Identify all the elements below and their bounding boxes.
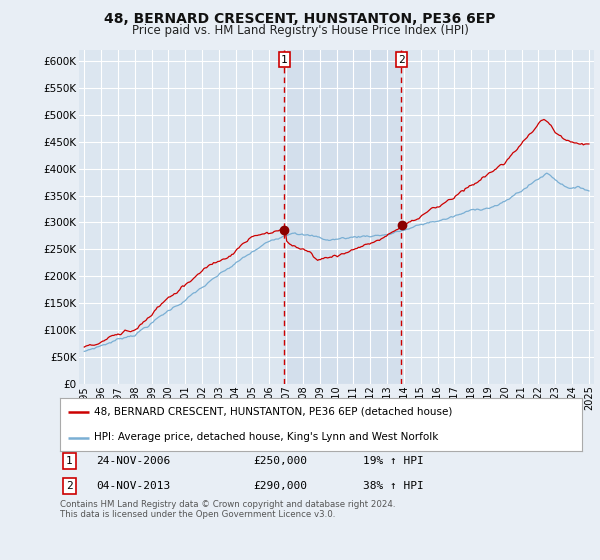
Text: 19% ↑ HPI: 19% ↑ HPI [363, 456, 424, 466]
Text: 38% ↑ HPI: 38% ↑ HPI [363, 480, 424, 491]
Text: 24-NOV-2006: 24-NOV-2006 [97, 456, 171, 466]
Text: 1: 1 [281, 55, 288, 65]
Text: 1: 1 [66, 456, 73, 466]
Text: Contains HM Land Registry data © Crown copyright and database right 2024.
This d: Contains HM Land Registry data © Crown c… [60, 500, 395, 519]
Text: £290,000: £290,000 [253, 480, 307, 491]
Text: HPI: Average price, detached house, King's Lynn and West Norfolk: HPI: Average price, detached house, King… [94, 432, 439, 442]
Bar [284, 50, 401, 384]
Text: 04-NOV-2013: 04-NOV-2013 [97, 480, 171, 491]
Text: Price paid vs. HM Land Registry's House Price Index (HPI): Price paid vs. HM Land Registry's House … [131, 24, 469, 37]
Text: 2: 2 [398, 55, 405, 65]
Text: 48, BERNARD CRESCENT, HUNSTANTON, PE36 6EP: 48, BERNARD CRESCENT, HUNSTANTON, PE36 6… [104, 12, 496, 26]
Text: 48, BERNARD CRESCENT, HUNSTANTON, PE36 6EP (detached house): 48, BERNARD CRESCENT, HUNSTANTON, PE36 6… [94, 407, 452, 417]
Text: 2: 2 [66, 480, 73, 491]
Text: £250,000: £250,000 [253, 456, 307, 466]
